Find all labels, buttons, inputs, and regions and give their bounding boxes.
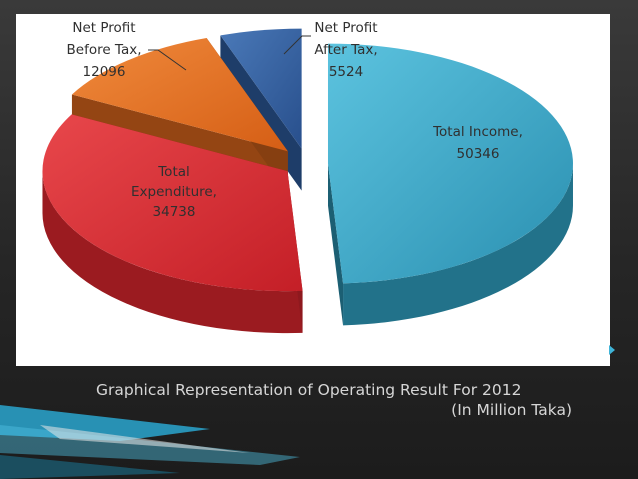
label-total-expenditure-line-1: Total xyxy=(157,164,190,180)
label-net-profit-after-tax-line-2: After Tax, xyxy=(314,42,377,58)
slice-total-income xyxy=(327,43,573,326)
slice-total-income-side xyxy=(343,163,573,326)
caption-line-2: (In Million Taka) xyxy=(451,401,572,419)
pie-chart-panel: Total Income, 50346 Total Expenditure, 34738… xyxy=(16,14,610,366)
slice-total-expenditure-top xyxy=(42,114,303,292)
slice-total-income-top xyxy=(327,43,573,284)
caption-line-1: Graphical Representation of Operating Re… xyxy=(96,381,522,399)
label-total-expenditure-line-2: Expenditure, xyxy=(131,184,217,200)
next-slide-arrow-icon[interactable] xyxy=(609,345,615,355)
label-total-income-line-1: Total Income, xyxy=(432,124,523,140)
leader-line-after-tax xyxy=(283,35,311,55)
leader-line-before-tax xyxy=(148,49,187,71)
label-net-profit-after-tax-line-3: 5524 xyxy=(329,64,363,80)
label-net-profit-before-tax-line-2: Before Tax, xyxy=(67,42,142,58)
slice-net-profit-after-tax-top xyxy=(220,28,302,149)
slice-total-expenditure xyxy=(42,114,303,334)
decorative-swoosh xyxy=(0,405,300,479)
label-total-expenditure-line-3: 34738 xyxy=(153,204,196,220)
label-net-profit-after-tax-line-1: Net Profit xyxy=(314,20,377,36)
label-net-profit-before-tax-line-3: 12096 xyxy=(83,64,126,80)
slice-total-income-cut-face xyxy=(327,163,344,326)
label-net-profit-before-tax-line-1: Net Profit xyxy=(72,20,135,36)
pie-chart: Total Income, 50346 Total Expenditure, 34738… xyxy=(42,20,573,334)
slice-net-profit-before-tax-top xyxy=(71,38,288,152)
label-total-income-line-2: 50346 xyxy=(457,146,500,162)
slice-total-expenditure-side xyxy=(42,171,303,334)
chart-caption: Graphical Representation of Operating Re… xyxy=(96,380,576,420)
